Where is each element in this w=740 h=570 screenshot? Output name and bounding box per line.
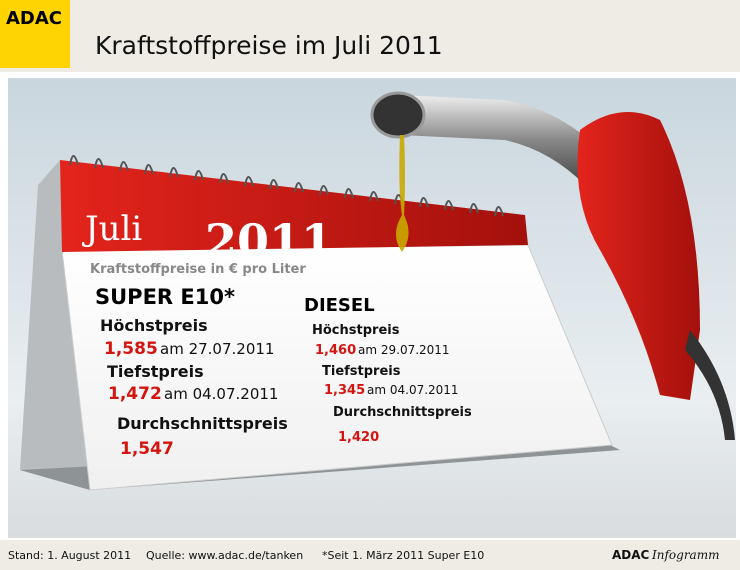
super-lowest-price: 1,472: [108, 384, 162, 404]
subtitle: Kraftstoffpreise in € pro Liter: [90, 262, 306, 277]
super-average-label: Durchschnittspreis: [117, 414, 288, 433]
footer-band: [0, 540, 740, 570]
pump-hose: [685, 330, 735, 440]
logo-box: [0, 0, 70, 68]
calendar-month: Juli: [82, 209, 142, 249]
title: Kraftstoffpreise im Juli 2011: [95, 31, 443, 60]
calendar-year: 2011: [205, 214, 333, 268]
calendar-header: [60, 160, 528, 252]
super-highest-price: 1,585: [104, 339, 158, 359]
footer-source: Quelle: www.adac.de/tanken: [146, 549, 303, 562]
super-highest-date: am 27.07.2011: [160, 340, 274, 358]
super-lowest-date: am 04.07.2011: [164, 385, 278, 403]
logo: ADAC: [6, 8, 62, 29]
header-band: [0, 0, 740, 72]
diesel-highest-price: 1,460: [315, 343, 356, 358]
diesel-heading: DIESEL: [304, 295, 375, 316]
footer-brand: ADAC: [612, 548, 650, 562]
diesel-highest-date: am 29.07.2011: [358, 343, 450, 357]
pump-handle: [577, 112, 700, 400]
super-lowest-label: Tiefstpreis: [107, 362, 204, 381]
super-highest-label: Höchstpreis: [100, 316, 208, 335]
calendar-stand: [20, 160, 90, 490]
footer-brand-suffix: Infogramm: [651, 548, 719, 562]
diesel-highest-label: Höchstpreis: [312, 323, 400, 338]
diesel-lowest-price: 1,345: [324, 383, 365, 398]
diesel-average-label: Durchschnittspreis: [333, 405, 472, 420]
calendar-rings: [69, 155, 504, 217]
diesel-lowest-date: am 04.07.2011: [367, 383, 459, 397]
footer-note: *Seit 1. März 2011 Super E10: [322, 549, 484, 562]
nozzle-pipe: [400, 95, 600, 185]
footer-date: Stand: 1. August 2011: [8, 549, 131, 562]
super-heading: SUPER E10*: [95, 285, 235, 309]
nozzle-opening: [370, 91, 426, 139]
diesel-average-price: 1,420: [338, 430, 379, 445]
diesel-lowest-label: Tiefstpreis: [322, 364, 401, 379]
fuel-drop: [396, 135, 409, 252]
super-average-price: 1,547: [120, 439, 174, 459]
